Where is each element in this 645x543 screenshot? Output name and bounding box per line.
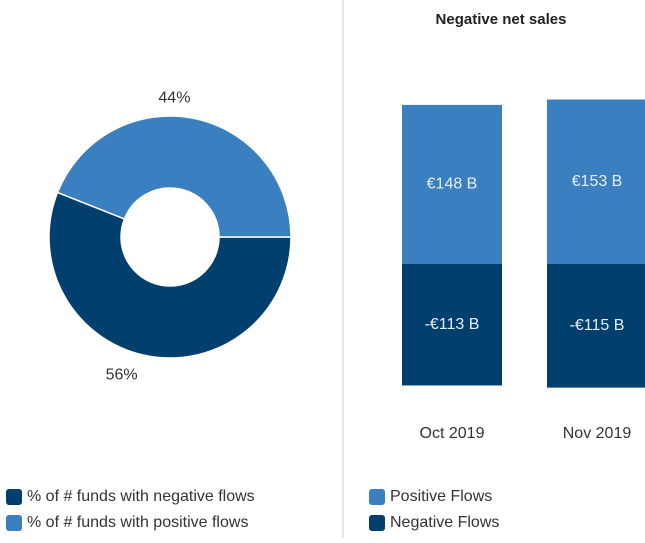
bar-segment — [547, 99, 645, 265]
x-tick-label: Nov 2019 — [563, 425, 632, 442]
bar-value-label: €148 B — [427, 176, 478, 193]
bar-segment — [402, 264, 502, 386]
legend-label: % of # funds with positive flows — [27, 514, 248, 531]
donut-slice — [48, 191, 292, 359]
x-tick-label: Oct 2019 — [420, 425, 485, 442]
slice-label: 56% — [106, 367, 138, 384]
legend-swatch — [369, 515, 385, 531]
legend-label: Negative Flows — [390, 514, 499, 531]
bar-value-label: €153 B — [572, 173, 623, 190]
bar-segment — [402, 104, 502, 265]
bar-value-label: -€115 B — [570, 317, 625, 334]
legend-swatch — [6, 515, 22, 531]
legend-swatch — [369, 489, 385, 505]
donut-slice — [56, 115, 292, 238]
legend-label: Positive Flows — [390, 488, 492, 505]
bar-chart-title: Negative net sales — [436, 11, 567, 28]
slice-label: 44% — [158, 90, 190, 107]
bar-value-label: -€113 B — [425, 316, 480, 333]
bar-segment — [547, 264, 645, 388]
legend-label: % of # funds with negative flows — [27, 488, 255, 505]
legend-swatch — [6, 489, 22, 505]
